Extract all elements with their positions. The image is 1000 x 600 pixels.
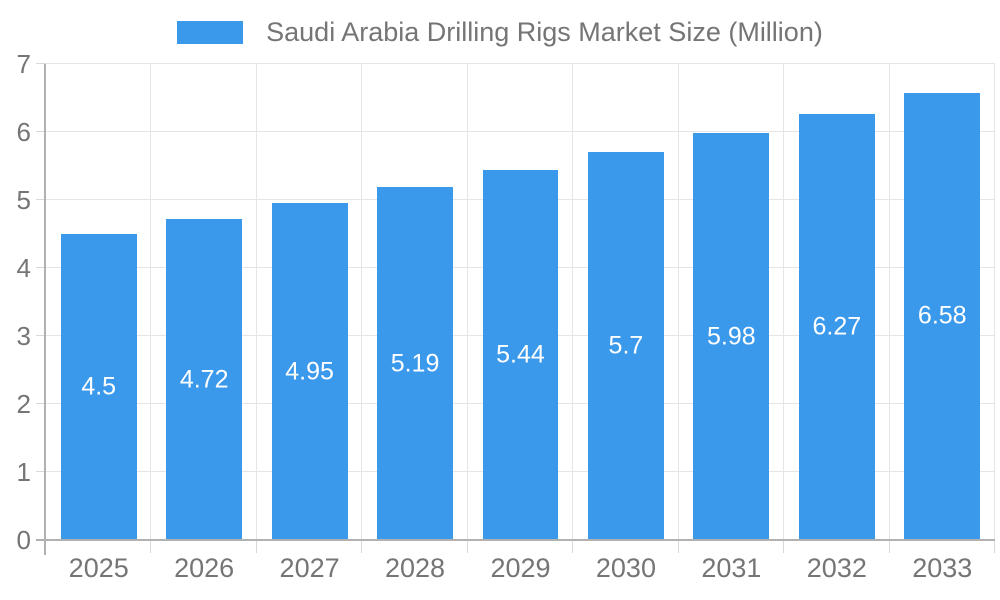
vertical-gridline <box>783 64 784 540</box>
bar-value-label: 5.19 <box>390 349 440 378</box>
x-axis-tick-label: 2033 <box>912 553 973 583</box>
bar-value-label: 4.95 <box>285 357 334 386</box>
x-axis-tick <box>467 540 468 553</box>
y-axis-tick-label: 6 <box>16 117 31 147</box>
y-axis-labels: 0 1 2 3 4 5 6 7 <box>0 49 31 555</box>
bar-value-label: 5.44 <box>496 340 545 369</box>
x-axis-tick-label: 2031 <box>701 553 762 583</box>
x-axis-labels: 2025 2026 2027 2028 2029 2030 2031 2032 2033 <box>46 551 995 591</box>
vertical-gridline <box>150 64 151 540</box>
bar-2033[interactable]: 6.58 <box>904 92 981 540</box>
x-axis-line <box>36 539 995 541</box>
plot-area: 4.5 4.72 4.95 5.19 5.44 5.7 5.98 6.27 6.58 <box>36 63 995 553</box>
vertical-gridline <box>467 64 468 540</box>
legend-label: Saudi Arabia Drilling Rigs Market Size (… <box>266 17 823 47</box>
x-axis-tick <box>150 540 151 553</box>
bar-value-label: 5.98 <box>707 322 756 351</box>
vertical-gridline <box>361 64 362 540</box>
bar-value-label: 6.27 <box>812 312 862 341</box>
y-axis-tick-label: 4 <box>16 253 31 283</box>
y-axis-tick-label: 0 <box>16 525 31 555</box>
bar-2029[interactable]: 5.44 <box>482 170 559 540</box>
y-axis-tick <box>36 131 46 132</box>
x-axis-tick-label: 2029 <box>490 553 551 583</box>
x-axis-tick <box>572 540 573 553</box>
x-axis-tick-label: 2027 <box>279 553 340 583</box>
bar-2030[interactable]: 5.7 <box>587 152 664 540</box>
horizontal-gridline <box>46 63 995 64</box>
bar-value-label: 5.7 <box>608 331 644 360</box>
x-axis-tick <box>889 540 890 553</box>
vertical-gridline <box>256 64 257 540</box>
legend-item[interactable]: Saudi Arabia Drilling Rigs Market Size (… <box>0 17 1000 47</box>
x-axis-tick <box>256 540 257 553</box>
y-axis-tick <box>36 267 46 268</box>
bar-value-label: 6.58 <box>917 301 967 330</box>
y-axis-tick-label: 1 <box>16 457 31 487</box>
y-axis-tick <box>36 199 46 200</box>
bar-value-label: 4.72 <box>179 365 229 393</box>
bar-2028[interactable]: 5.19 <box>377 187 453 540</box>
x-axis-tick <box>678 540 679 553</box>
x-axis-tick-label: 2030 <box>595 553 656 583</box>
bar-2031[interactable]: 5.98 <box>693 133 770 540</box>
x-axis-tick-label: 2032 <box>806 553 867 583</box>
horizontal-gridline <box>46 131 995 132</box>
x-axis-tick-label: 2028 <box>385 553 446 583</box>
y-axis-tick <box>36 471 46 472</box>
y-axis-tick-label: 2 <box>16 389 31 419</box>
y-axis-tick <box>36 403 46 404</box>
y-axis-line <box>44 64 46 555</box>
bar-2026[interactable]: 4.72 <box>166 219 243 540</box>
x-axis-tick <box>994 540 995 553</box>
y-axis-tick <box>36 335 46 336</box>
y-axis-tick-label: 5 <box>16 185 31 215</box>
y-axis-tick-label: 3 <box>16 321 31 351</box>
vertical-gridline <box>994 64 995 540</box>
bar-value-label: 4.5 <box>81 372 117 401</box>
x-axis-tick <box>361 540 362 553</box>
bar-2027[interactable]: 4.95 <box>271 203 348 540</box>
x-axis-tick <box>783 540 784 553</box>
y-axis-tick-label: 7 <box>16 49 31 79</box>
x-axis-tick-label: 2025 <box>68 553 129 583</box>
vertical-gridline <box>889 64 890 540</box>
bar-2032[interactable]: 6.27 <box>798 113 875 540</box>
vertical-gridline <box>678 64 679 540</box>
x-axis-tick-label: 2026 <box>174 553 235 583</box>
vertical-gridline <box>572 64 573 540</box>
y-axis-tick <box>36 63 46 64</box>
bar-2025[interactable]: 4.5 <box>60 234 137 540</box>
legend-swatch <box>177 20 244 44</box>
